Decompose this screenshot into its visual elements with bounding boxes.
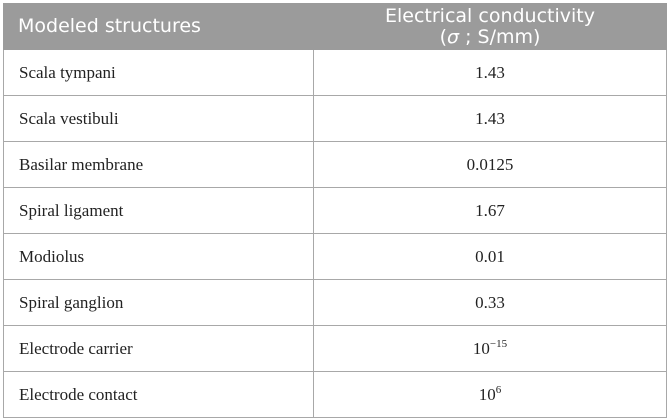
header-cell: Electrical conductivity (σ ; S/mm): [313, 3, 667, 50]
header-line: Electrical conductivity: [385, 4, 595, 27]
table-row: Spiral ligament 1.67: [3, 187, 667, 234]
table-cell: 1.43: [313, 95, 667, 142]
table-row: Modiolus 0.01: [3, 233, 667, 280]
header-line: (σ ; S/mm): [314, 25, 666, 48]
table-cell: 0.33: [313, 279, 667, 326]
table-row: Spiral ganglion 0.33: [3, 279, 667, 326]
header-cell: Modeled structures: [3, 3, 314, 50]
table-cell: 0.01: [313, 233, 667, 280]
table: Modeled structures Electrical conductivi…: [3, 3, 667, 418]
table-row: Scala vestibuli 1.43: [3, 95, 667, 142]
base: 10: [478, 385, 496, 404]
table-cell: Electrode contact: [3, 371, 314, 418]
table-cell: 106: [313, 371, 667, 418]
table-cell: 1.43: [313, 49, 667, 96]
table-cell: 10−15: [313, 325, 667, 372]
table-cell: Spiral ligament: [3, 187, 314, 234]
table-cell: Scala vestibuli: [3, 95, 314, 142]
table-cell: Scala tympani: [3, 49, 314, 96]
table-cell: Basilar membrane: [3, 141, 314, 188]
text: ; S/mm): [459, 25, 541, 48]
table-cell: 1.67: [313, 187, 667, 234]
table-row: Electrode contact 106: [3, 371, 667, 418]
table-cell: Modiolus: [3, 233, 314, 280]
text: (: [439, 25, 447, 48]
base: 10: [472, 339, 490, 358]
table-cell: Electrode carrier: [3, 325, 314, 372]
header-row: Modeled structures Electrical conductivi…: [3, 3, 667, 50]
table-body: Scala tympani 1.43 Scala vestibuli 1.43 Basi…: [3, 49, 667, 418]
table-row: Scala tympani 1.43: [3, 49, 667, 96]
exponent: 6: [495, 384, 502, 396]
exponent: −15: [489, 338, 508, 350]
table-cell: Spiral ganglion: [3, 279, 314, 326]
table-cell: 0.0125: [313, 141, 667, 188]
symbol: σ: [447, 25, 460, 48]
table-row: Electrode carrier 10−15: [3, 325, 667, 372]
table-row: Basilar membrane 0.0125: [3, 141, 667, 188]
